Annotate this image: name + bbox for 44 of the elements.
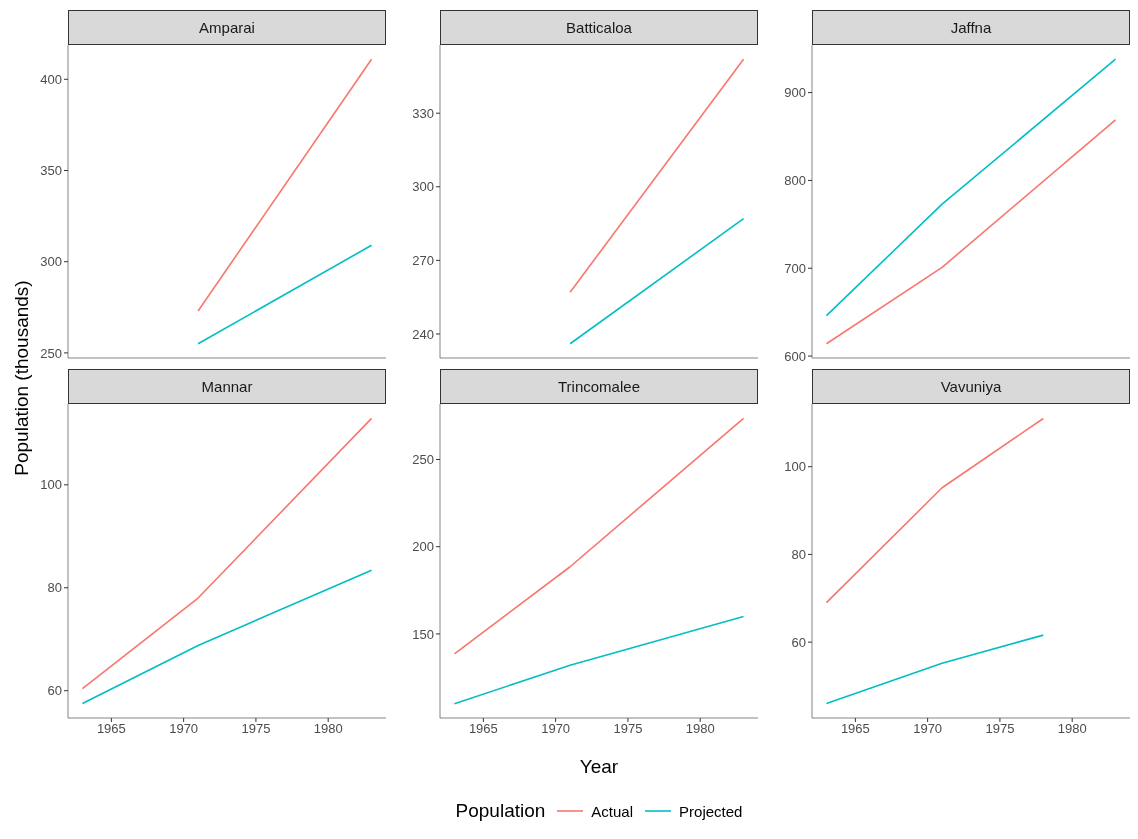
x-tick-label: 1965 bbox=[840, 721, 870, 737]
chart-title: Mannar bbox=[68, 369, 386, 404]
y-tick-label: 330 bbox=[412, 105, 434, 121]
legend-title: Population bbox=[455, 800, 546, 822]
y-tick-label: 270 bbox=[412, 252, 434, 268]
y-tick-label: 900 bbox=[784, 85, 806, 101]
y-tick-label: 80 bbox=[47, 580, 62, 596]
y-tick-label: 200 bbox=[412, 539, 434, 555]
chart-title: Jaffna bbox=[812, 10, 1130, 45]
legend-label: Actual bbox=[590, 802, 634, 820]
y-tick-label: 80 bbox=[791, 547, 806, 563]
x-tick-label: 1975 bbox=[613, 721, 643, 737]
x-tick-label: 1980 bbox=[313, 721, 343, 737]
chart-title: Trincomalee bbox=[440, 369, 758, 404]
y-tick-label: 240 bbox=[412, 326, 434, 342]
x-tick-label: 1970 bbox=[169, 721, 199, 737]
y-axis-title: Population (thousands) bbox=[11, 280, 33, 476]
y-tick-label: 100 bbox=[40, 477, 62, 493]
legend-label: Projected bbox=[678, 802, 743, 820]
x-tick-label: 1980 bbox=[1057, 721, 1087, 737]
y-tick-label: 150 bbox=[412, 626, 434, 642]
x-tick-label: 1975 bbox=[985, 721, 1015, 737]
chart-title: Vavuniya bbox=[812, 369, 1130, 404]
chart-title: Batticaloa bbox=[440, 10, 758, 45]
y-tick-label: 700 bbox=[784, 260, 806, 276]
x-tick-label: 1975 bbox=[241, 721, 271, 737]
x-axis-title: Year bbox=[578, 756, 620, 778]
y-tick-label: 600 bbox=[784, 348, 806, 364]
y-tick-label: 250 bbox=[412, 452, 434, 468]
y-tick-label: 400 bbox=[40, 71, 62, 87]
y-tick-label: 350 bbox=[40, 163, 62, 179]
x-tick-label: 1980 bbox=[685, 721, 715, 737]
y-tick-label: 60 bbox=[47, 683, 62, 699]
y-tick-label: 250 bbox=[40, 345, 62, 361]
y-tick-label: 60 bbox=[791, 634, 806, 650]
x-tick-label: 1970 bbox=[913, 721, 943, 737]
y-tick-label: 300 bbox=[412, 179, 434, 195]
y-tick-label: 300 bbox=[40, 254, 62, 270]
x-tick-label: 1970 bbox=[541, 721, 571, 737]
y-tick-label: 100 bbox=[784, 459, 806, 475]
x-tick-label: 1965 bbox=[96, 721, 126, 737]
y-tick-label: 800 bbox=[784, 173, 806, 189]
x-tick-label: 1965 bbox=[468, 721, 498, 737]
chart-title: Amparai bbox=[68, 10, 386, 45]
